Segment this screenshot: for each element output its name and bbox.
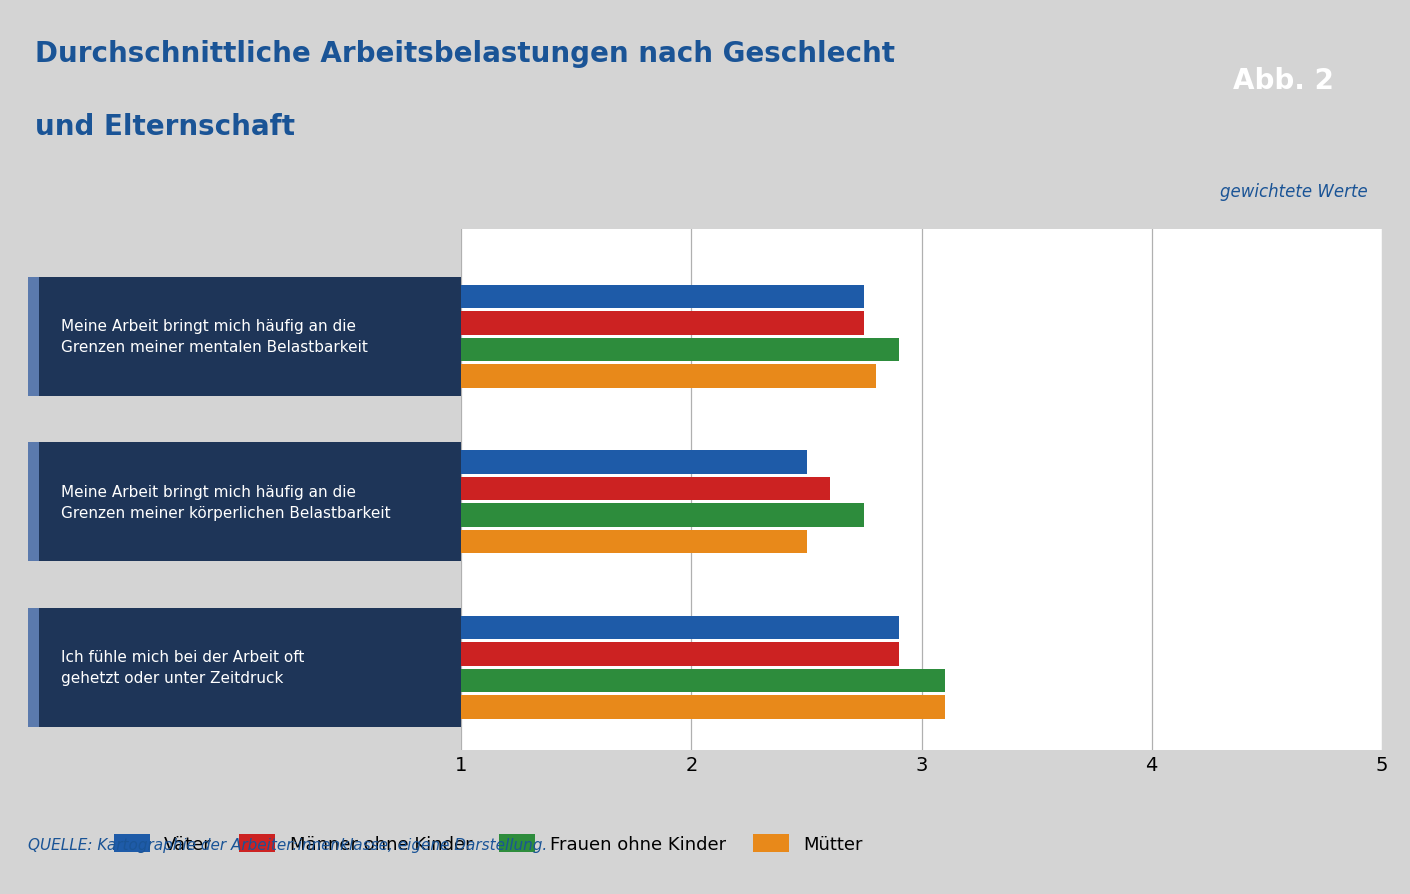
Text: und Elternschaft: und Elternschaft (35, 113, 295, 140)
Bar (461, 477, 829, 501)
Legend: Väter, Männer ohne Kinder, Frauen ohne Kinder, Mütter: Väter, Männer ohne Kinder, Frauen ohne K… (107, 827, 870, 861)
Text: Meine Arbeit bringt mich häufig an die
Grenzen meiner mentalen Belastbarkeit: Meine Arbeit bringt mich häufig an die G… (61, 319, 368, 355)
Text: Meine Arbeit bringt mich häufig an die
Grenzen meiner körperlichen Belastbarkeit: Meine Arbeit bringt mich häufig an die G… (61, 485, 391, 520)
Bar (461, 696, 945, 719)
Bar (461, 669, 945, 692)
Bar (461, 339, 898, 362)
Bar (461, 286, 864, 309)
Text: Abb. 2: Abb. 2 (1232, 66, 1334, 95)
Text: gewichtete Werte: gewichtete Werte (1220, 183, 1368, 201)
Text: QUELLE: Kartographie der Arbeiter:innenklasse, eigene Darstellung.: QUELLE: Kartographie der Arbeiter:innenk… (28, 837, 547, 852)
Bar (461, 451, 807, 474)
Bar (461, 643, 898, 666)
Bar (461, 312, 864, 335)
Text: Ich fühle mich bei der Arbeit oft
gehetzt oder unter Zeitdruck: Ich fühle mich bei der Arbeit oft gehetz… (61, 649, 305, 686)
Text: Durchschnittliche Arbeitsbelastungen nach Geschlecht: Durchschnittliche Arbeitsbelastungen nac… (35, 40, 895, 68)
Bar (461, 530, 807, 553)
Bar (461, 365, 876, 388)
Bar (461, 616, 898, 639)
Bar (461, 504, 864, 527)
